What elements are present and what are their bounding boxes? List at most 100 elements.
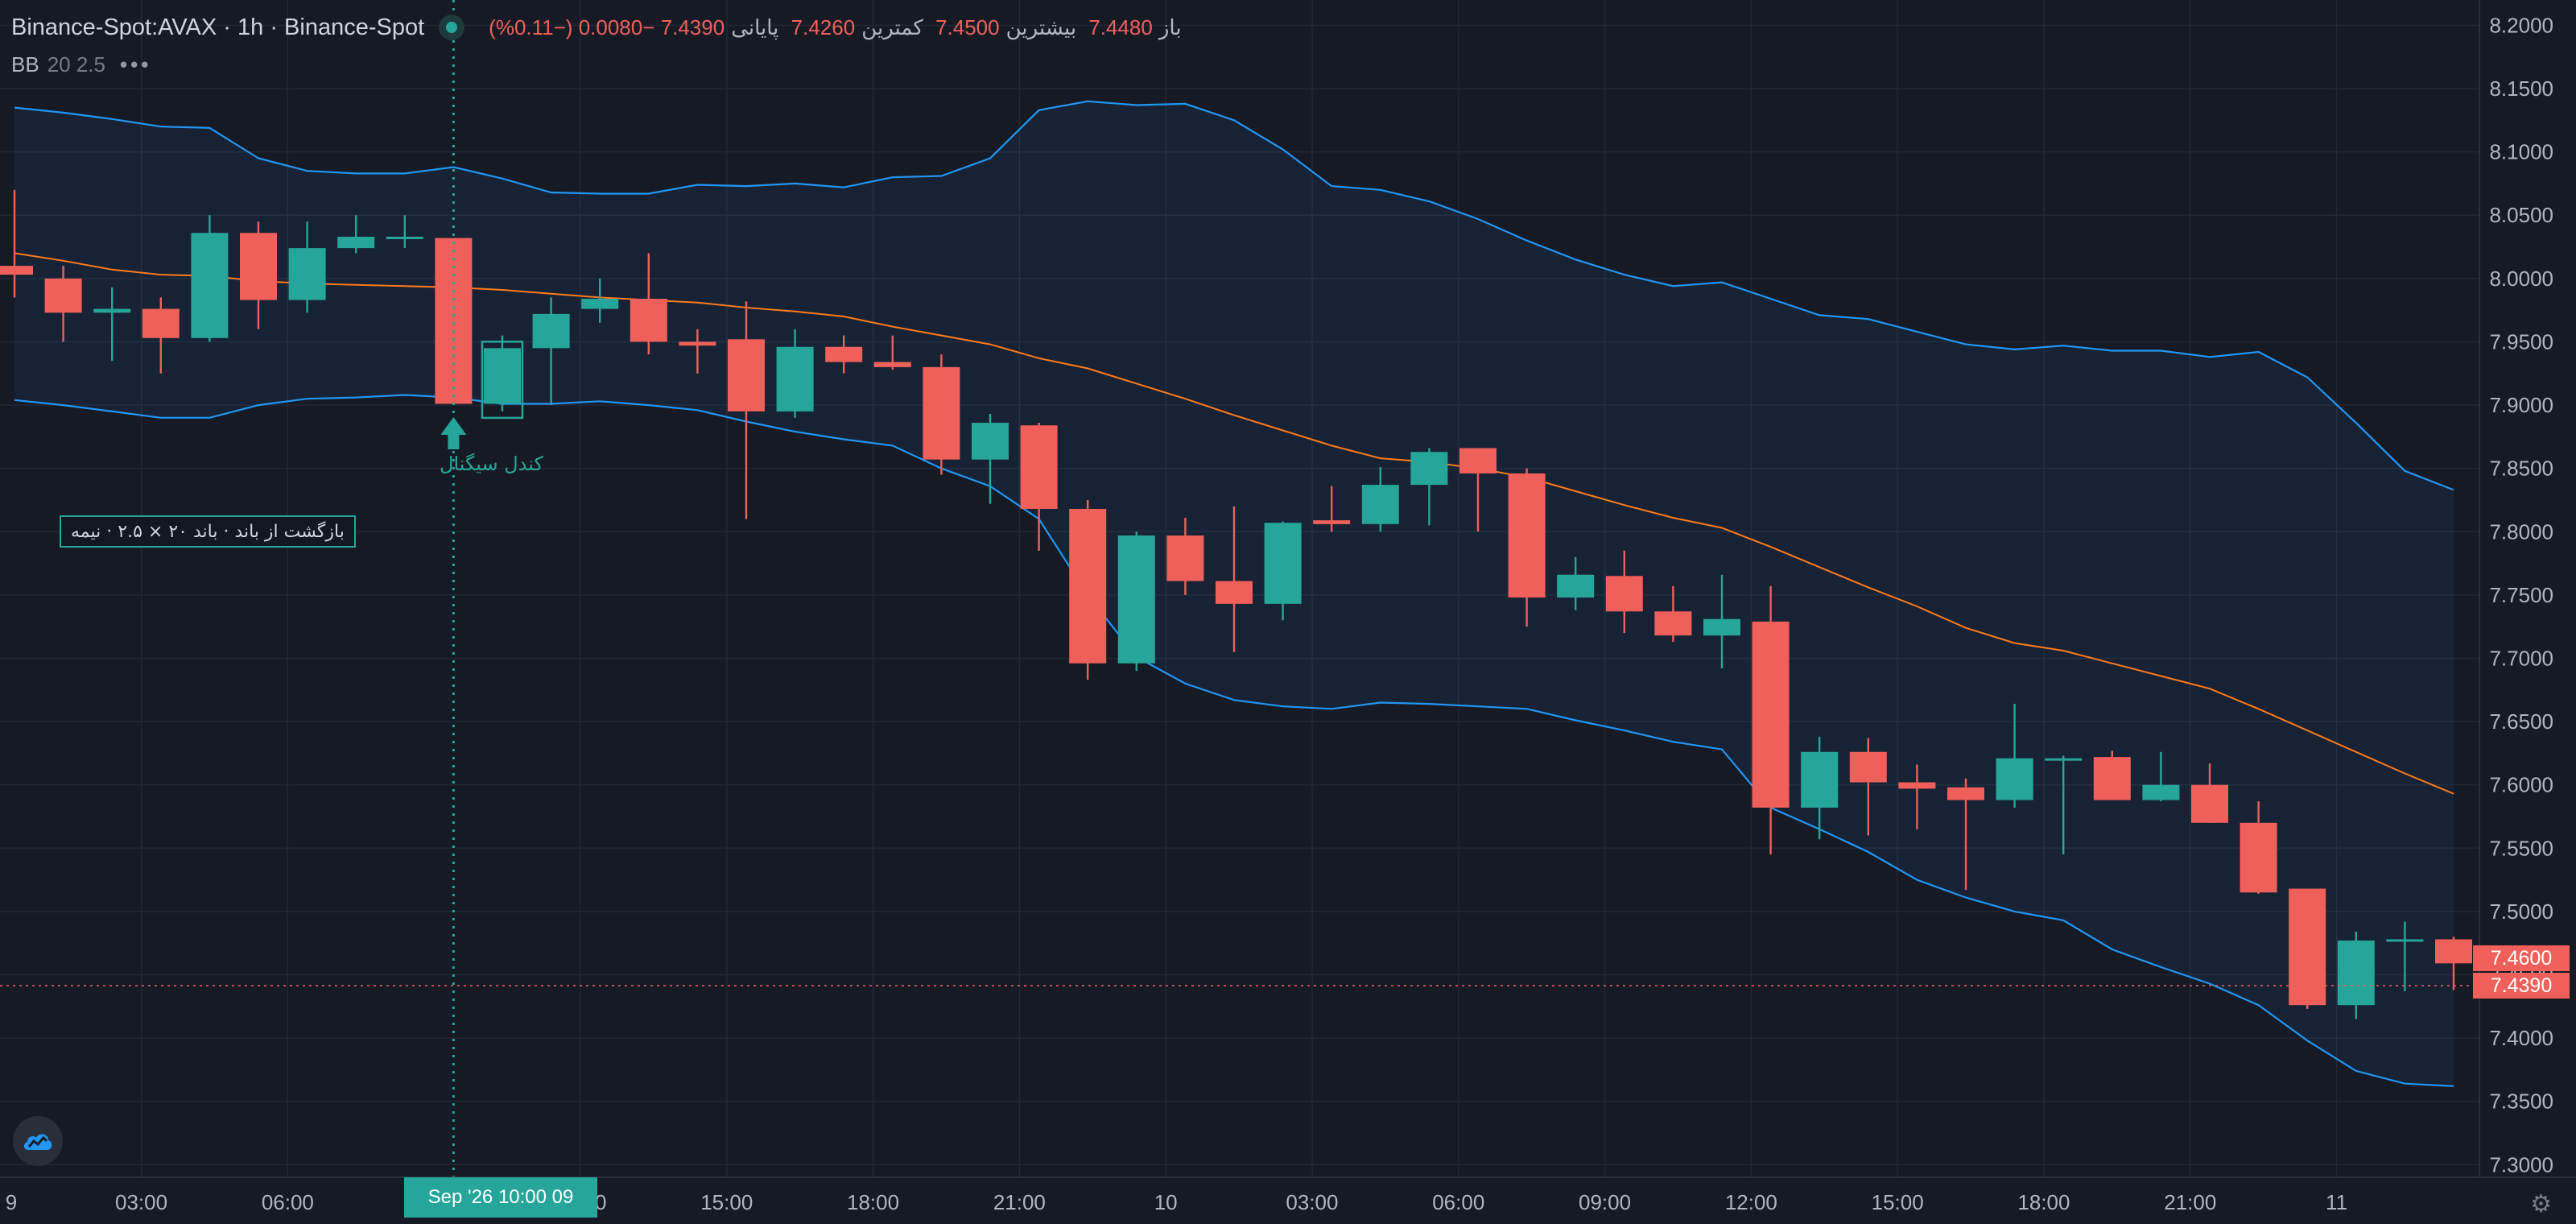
cloud-logo-icon: [23, 1134, 52, 1150]
candle: [1264, 521, 1302, 621]
candle: [142, 297, 180, 374]
bollinger-upper-band: [14, 100, 2454, 491]
candle: [2289, 888, 2326, 1009]
time-tick-label: 15:00: [700, 1190, 753, 1214]
candle: [484, 335, 521, 411]
market-status-icon[interactable]: [439, 14, 465, 40]
candle-body: [630, 299, 667, 342]
price-tick-label: 7.5500: [2489, 836, 2553, 860]
candle: [1703, 574, 1740, 669]
candle-body: [1605, 576, 1643, 612]
price-tick-label: 7.4000: [2489, 1026, 2553, 1050]
candle-body: [1508, 473, 1546, 598]
price-tick-label: 7.6000: [2489, 773, 2553, 797]
price-tick-label: 7.3000: [2489, 1152, 2553, 1176]
candle-body: [2191, 784, 2228, 823]
candle: [873, 335, 911, 370]
candle-body: [2142, 784, 2180, 800]
candle: [2191, 763, 2228, 823]
price-tick-label: 7.8500: [2489, 457, 2553, 481]
candle: [1898, 764, 1936, 829]
candle: [1996, 704, 2033, 808]
candle-body: [288, 248, 326, 300]
candle: [825, 335, 863, 374]
candle: [923, 354, 960, 475]
candle: [630, 253, 667, 355]
candle-body: [0, 266, 33, 275]
time-tick-label: 11: [2326, 1190, 2347, 1214]
time-tick-label: 09:00: [1579, 1190, 1631, 1214]
price-tick-label: 8.1000: [2489, 140, 2553, 164]
symbol-legend: Binance-Spot:AVAX · 1h · Binance-Spot با…: [11, 11, 1188, 43]
signal-candle-label: کندل سیگنال: [440, 453, 543, 475]
candle: [1117, 531, 1155, 672]
candle: [2386, 921, 2424, 991]
time-tick-label: 21:00: [2164, 1190, 2216, 1214]
candle-body: [1752, 621, 1790, 808]
candle-body: [93, 308, 131, 313]
candle: [0, 189, 33, 298]
candle: [1361, 467, 1399, 532]
candle: [1166, 517, 1204, 595]
candle: [1216, 506, 1253, 652]
settings-gear-icon[interactable]: ⚙: [2530, 1191, 2552, 1218]
candle: [532, 297, 570, 406]
candle: [972, 414, 1009, 504]
crosshair-time-label: Sep '26 10:00 09: [404, 1177, 597, 1218]
price-tick-label: 8.0000: [2489, 267, 2553, 291]
candle-body: [1703, 618, 1740, 636]
candle-body: [2045, 758, 2083, 761]
indicator-legend[interactable]: BB 20 2.5 •••: [11, 50, 151, 79]
high-value: 7.4500: [935, 14, 1000, 39]
candle-body: [337, 236, 375, 249]
time-tick-label: 18:00: [847, 1190, 899, 1214]
candle-body: [1264, 523, 1302, 604]
price-axis[interactable]: 8.2000 8.1500 8.1000 8.0500 8.0000 7.9500 7.90…: [2489, 13, 2553, 1176]
candle-body: [2337, 941, 2375, 1006]
bollinger-basis-line: [14, 252, 2454, 795]
close-value: 7.4390: [660, 14, 725, 39]
high-label: بیشترین: [1005, 14, 1077, 39]
tradingview-logo-icon[interactable]: [13, 1116, 63, 1166]
candle: [1508, 468, 1546, 627]
more-options-icon[interactable]: •••: [119, 52, 152, 76]
candle-body: [1557, 574, 1595, 598]
candle: [1020, 423, 1058, 551]
candle-body: [532, 313, 570, 349]
candle: [191, 215, 229, 342]
price-tick-label: 7.6500: [2489, 709, 2553, 734]
open-label: باز: [1158, 14, 1182, 39]
indicator-name: BB: [11, 52, 39, 76]
candle: [1459, 448, 1496, 532]
candle: [1557, 556, 1595, 610]
price-tick-label: 7.7000: [2489, 646, 2553, 670]
candle-body: [679, 341, 716, 346]
time-tick-label: 03:00: [1286, 1190, 1338, 1214]
time-axis[interactable]: 9 03:00 06:00 12:00 15:00 18:00 21:00 10 03:00 06…: [6, 1190, 2347, 1214]
candle-body: [825, 346, 863, 362]
price-tick-label: 7.7500: [2489, 583, 2553, 607]
candle-body: [776, 346, 814, 411]
candle-body: [2240, 822, 2277, 893]
candle: [2045, 755, 2083, 855]
last-price-tag: 7.4390: [2473, 973, 2570, 999]
candle: [44, 266, 82, 342]
candle: [337, 215, 375, 254]
candle: [1947, 778, 1984, 891]
candle-body: [1801, 751, 1839, 808]
candle: [1849, 738, 1887, 836]
candle-body: [2435, 939, 2472, 964]
candle-body: [1313, 520, 1351, 524]
candle-body: [728, 339, 765, 411]
symbol-title[interactable]: Binance-Spot:AVAX · 1h · Binance-Spot: [11, 14, 425, 40]
annotation-box[interactable]: بازگشت از باند · باند ۲۰ × ۲.۵ · نیمه: [60, 515, 356, 548]
candle: [728, 301, 765, 519]
candle-body: [435, 238, 473, 404]
bollinger-lower-band: [14, 394, 2454, 1087]
low-value: 7.4260: [791, 14, 856, 39]
candle: [2435, 937, 2472, 990]
price-tick-label: 7.8000: [2489, 519, 2553, 544]
price-tick-label: 8.0500: [2489, 203, 2553, 227]
